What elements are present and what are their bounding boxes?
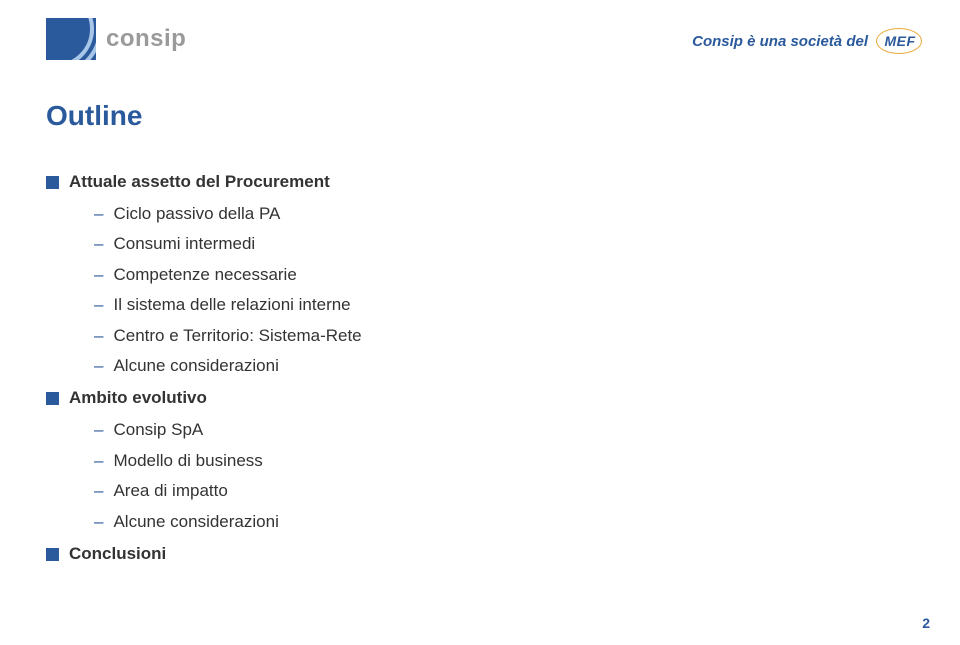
tagline-area: Consip è una società del MEF: [692, 26, 924, 56]
section-heading: Attuale assetto del Procurement: [46, 172, 914, 192]
section-items: –Consip SpA –Modello di business –Area d…: [94, 420, 914, 532]
list-item: –Competenze necessarie: [94, 265, 914, 285]
list-item: –Alcune considerazioni: [94, 512, 914, 532]
item-text: Area di impatto: [113, 481, 227, 501]
dash-bullet-icon: –: [94, 326, 103, 346]
item-text: Consumi intermedi: [113, 234, 255, 254]
item-text: Alcune considerazioni: [113, 356, 278, 376]
list-item: –Consip SpA: [94, 420, 914, 440]
list-item: –Il sistema delle relazioni interne: [94, 295, 914, 315]
section-label: Ambito evolutivo: [69, 388, 207, 408]
list-item: –Centro e Territorio: Sistema-Rete: [94, 326, 914, 346]
dash-bullet-icon: –: [94, 481, 103, 501]
dash-bullet-icon: –: [94, 234, 103, 254]
square-bullet-icon: [46, 392, 59, 405]
square-bullet-icon: [46, 176, 59, 189]
mef-logo: MEF: [876, 26, 924, 56]
list-item: –Consumi intermedi: [94, 234, 914, 254]
item-text: Alcune considerazioni: [113, 512, 278, 532]
list-item: –Modello di business: [94, 451, 914, 471]
item-text: Ciclo passivo della PA: [113, 204, 280, 224]
list-item: –Ciclo passivo della PA: [94, 204, 914, 224]
dash-bullet-icon: –: [94, 451, 103, 471]
item-text: Il sistema delle relazioni interne: [113, 295, 350, 315]
section-label: Attuale assetto del Procurement: [69, 172, 330, 192]
slide-content: Outline Attuale assetto del Procurement …: [46, 100, 914, 576]
dash-bullet-icon: –: [94, 204, 103, 224]
item-text: Modello di business: [113, 451, 262, 471]
list-item: –Area di impatto: [94, 481, 914, 501]
section-label: Conclusioni: [69, 544, 166, 564]
section-heading: Conclusioni: [46, 544, 914, 564]
dash-bullet-icon: –: [94, 420, 103, 440]
dash-bullet-icon: –: [94, 295, 103, 315]
mef-text: MEF: [884, 33, 915, 49]
item-text: Centro e Territorio: Sistema-Rete: [113, 326, 361, 346]
list-item: –Alcune considerazioni: [94, 356, 914, 376]
dash-bullet-icon: –: [94, 265, 103, 285]
consip-logo-mark: [46, 18, 96, 60]
slide-title: Outline: [46, 100, 914, 132]
page-number: 2: [922, 615, 930, 631]
section-items: –Ciclo passivo della PA –Consumi interme…: [94, 204, 914, 376]
dash-bullet-icon: –: [94, 356, 103, 376]
outline-list: Attuale assetto del Procurement –Ciclo p…: [46, 172, 914, 564]
item-text: Competenze necessarie: [113, 265, 296, 285]
slide-header: consip Consip è una società del MEF: [0, 18, 960, 68]
square-bullet-icon: [46, 548, 59, 561]
tagline-text: Consip è una società del: [692, 33, 868, 50]
consip-logo: consip: [46, 18, 186, 60]
item-text: Consip SpA: [113, 420, 203, 440]
consip-logo-text: consip: [106, 25, 186, 53]
section-heading: Ambito evolutivo: [46, 388, 914, 408]
dash-bullet-icon: –: [94, 512, 103, 532]
